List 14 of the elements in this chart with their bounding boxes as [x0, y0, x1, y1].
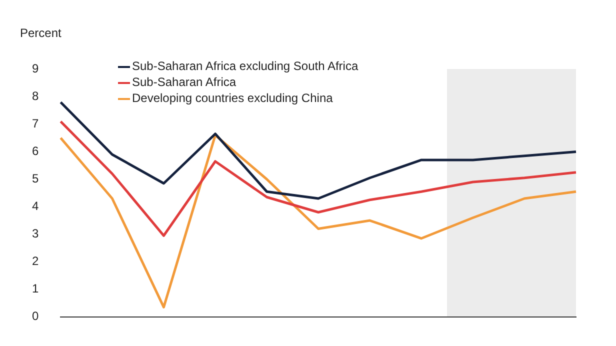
y-tick-label: 8 — [32, 89, 39, 104]
y-axis-title: Percent — [20, 26, 62, 40]
y-tick-label: 1 — [32, 282, 39, 296]
y-tick-label: 7 — [32, 116, 39, 131]
y-tick-label: 5 — [32, 172, 39, 186]
legend-label: Developing countries excluding China — [132, 91, 333, 105]
y-tick-label: 2 — [32, 254, 39, 268]
legend-label: Sub-Saharan Africa excluding South Africa — [132, 59, 358, 73]
y-tick-label: 4 — [32, 199, 39, 214]
y-tick-label: 9 — [32, 62, 39, 76]
legend-label: Sub-Saharan Africa — [132, 75, 236, 89]
y-tick-label: 0 — [32, 309, 39, 324]
y-tick-label: 6 — [32, 144, 39, 158]
y-tick-label: 3 — [32, 226, 39, 241]
